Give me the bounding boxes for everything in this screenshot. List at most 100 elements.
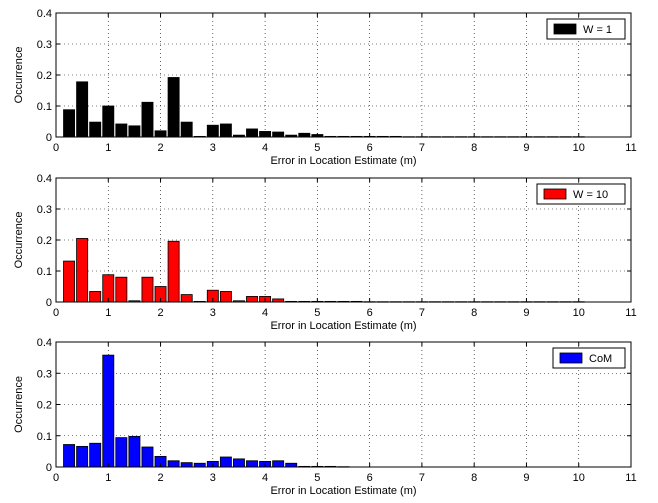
y-tick-label: 0 — [46, 297, 52, 309]
x-tick-label: 6 — [367, 472, 373, 484]
x-tick-label: 9 — [523, 472, 529, 484]
bar — [167, 240, 180, 303]
x-tick-label: 1 — [105, 142, 111, 154]
y-axis-title: Occurrence — [13, 212, 25, 269]
legend-swatch — [543, 188, 567, 200]
x-tick-label: 11 — [625, 142, 636, 154]
bar — [285, 462, 298, 468]
legend-label: CoM — [589, 353, 612, 365]
x-tick-label: 6 — [367, 142, 373, 154]
x-tick-label: 3 — [210, 307, 216, 319]
bar — [63, 260, 76, 303]
legend-label: W = 1 — [583, 24, 612, 36]
x-tick-label: 10 — [573, 307, 585, 319]
x-tick-label: 7 — [419, 472, 425, 484]
bar — [128, 435, 141, 468]
y-axis-title: Occurrence — [13, 47, 25, 104]
chart-panel-1: 0 1 2 3 4 5 6 7 8 9 10 11 0 0.1 0.2 0.3 0.4 Error in Loca… — [13, 8, 637, 167]
bar — [167, 460, 180, 468]
bar — [193, 462, 206, 468]
bar — [246, 296, 258, 303]
bar — [76, 81, 89, 138]
x-axis-title: Error in Location Estimate (m) — [270, 485, 416, 497]
x-tick-label: 3 — [210, 472, 216, 484]
x-tick-label: 1 — [105, 307, 111, 319]
x-tick-label: 8 — [471, 472, 477, 484]
bar — [63, 444, 76, 468]
y-tick-label: 0.2 — [37, 400, 52, 412]
bar — [89, 291, 102, 303]
bar — [272, 460, 285, 468]
y-tick-label: 0 — [46, 462, 52, 474]
bar — [76, 238, 89, 303]
bar — [115, 437, 128, 468]
x-tick-label: 9 — [523, 142, 529, 154]
plot-area — [56, 342, 631, 467]
bar — [180, 294, 193, 303]
y-tick-label: 0.1 — [37, 431, 52, 443]
bar — [219, 456, 232, 468]
x-tick-label: 1 — [105, 472, 111, 484]
y-tick-label: 0.1 — [37, 266, 52, 278]
legend: CoM — [552, 347, 626, 369]
bar — [128, 125, 141, 138]
bar — [233, 458, 245, 468]
y-tick-label: 0.2 — [37, 70, 52, 82]
x-tick-label: 2 — [157, 472, 163, 484]
chart-panel-2: 0 1 2 3 4 5 6 7 8 9 10 11 0 0.1 0.2 0.3 0.4 Error in Loca… — [13, 173, 637, 332]
bar — [246, 460, 258, 468]
bar — [219, 291, 232, 303]
y-tick-label: 0.2 — [37, 235, 52, 247]
y-tick-label: 0.4 — [37, 173, 52, 185]
x-tick-label: 2 — [157, 307, 163, 319]
x-tick-label: 11 — [625, 472, 636, 484]
y-tick-label: 0.1 — [37, 101, 52, 113]
bar — [272, 131, 285, 138]
legend: W = 1 — [546, 18, 626, 40]
x-tick-label: 4 — [262, 307, 268, 319]
bar — [102, 354, 115, 468]
y-tick-label: 0.3 — [37, 39, 52, 51]
x-tick-label: 3 — [210, 142, 216, 154]
legend-swatch — [559, 352, 583, 364]
legend-swatch — [553, 23, 577, 35]
bar — [141, 101, 154, 138]
bar — [102, 105, 115, 138]
bar — [63, 109, 76, 138]
bar — [102, 274, 115, 303]
bar — [89, 121, 102, 138]
bar — [298, 132, 311, 138]
bar — [115, 276, 128, 303]
x-tick-label: 9 — [523, 307, 529, 319]
x-tick-label: 4 — [262, 142, 268, 154]
x-tick-label: 7 — [419, 142, 425, 154]
y-tick-label: 0.3 — [37, 204, 52, 216]
x-tick-label: 5 — [314, 472, 320, 484]
bar — [167, 77, 180, 138]
x-tick-label: 4 — [262, 472, 268, 484]
x-tick-label: 10 — [573, 472, 585, 484]
y-tick-label: 0.3 — [37, 368, 52, 380]
y-axis-title: Occurrence — [13, 376, 25, 433]
y-tick-label: 0.4 — [37, 337, 52, 349]
x-tick-label: 0 — [53, 472, 59, 484]
x-tick-label: 7 — [419, 307, 425, 319]
x-tick-label: 8 — [471, 142, 477, 154]
x-axis-title: Error in Location Estimate (m) — [270, 155, 416, 167]
x-tick-label: 0 — [53, 307, 59, 319]
bar — [76, 445, 89, 468]
bar — [115, 123, 128, 138]
y-tick-label: 0.4 — [37, 8, 52, 20]
x-tick-label: 2 — [157, 142, 163, 154]
x-tick-label: 6 — [367, 307, 373, 319]
legend: W = 10 — [536, 183, 626, 205]
x-tick-label: 5 — [314, 142, 320, 154]
y-tick-label: 0 — [46, 132, 52, 144]
x-tick-label: 0 — [53, 142, 59, 154]
x-tick-label: 11 — [625, 307, 636, 319]
legend-label: W = 10 — [573, 189, 608, 201]
x-tick-label: 8 — [471, 307, 477, 319]
bar — [219, 123, 232, 138]
x-axis-title: Error in Location Estimate (m) — [270, 320, 416, 332]
